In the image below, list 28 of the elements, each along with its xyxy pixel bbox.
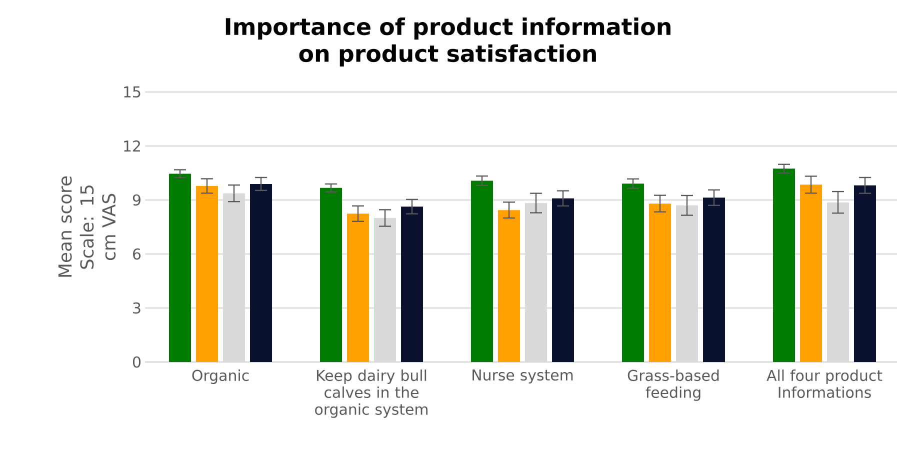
x-tick-label: All four product Informations — [766, 370, 882, 398]
bar — [552, 198, 574, 362]
y-tick-label: 0 — [132, 356, 140, 368]
y-tick-label: 3 — [133, 302, 140, 314]
bar — [703, 198, 726, 362]
x-tick-label: Organic — [192, 370, 249, 384]
x-tick-label: Keep dairy bull calves in the organic system — [315, 370, 428, 418]
bar — [854, 185, 876, 362]
y-tick-label: 15 — [124, 86, 140, 98]
x-tick-label: Grass-based feeding — [628, 370, 719, 401]
bar — [401, 206, 424, 362]
bar — [250, 184, 272, 362]
y-tick-label: 12 — [124, 140, 140, 152]
bar — [649, 204, 672, 362]
bar — [471, 180, 494, 362]
y-tick-label: 9 — [132, 194, 140, 206]
y-tick-label: 6 — [133, 248, 141, 260]
bar — [347, 214, 370, 362]
bar — [196, 186, 218, 362]
bar — [498, 210, 520, 362]
bar — [169, 174, 192, 362]
chart-title: Importance of product information on product satisfaction — [226, 17, 670, 67]
y-axis-title: Mean score Scale: 15 cm VAS — [58, 176, 116, 277]
bar — [320, 188, 342, 362]
bar — [622, 184, 644, 362]
bar — [800, 184, 822, 362]
bar — [773, 168, 796, 362]
x-tick-label: Nurse system — [472, 370, 573, 384]
